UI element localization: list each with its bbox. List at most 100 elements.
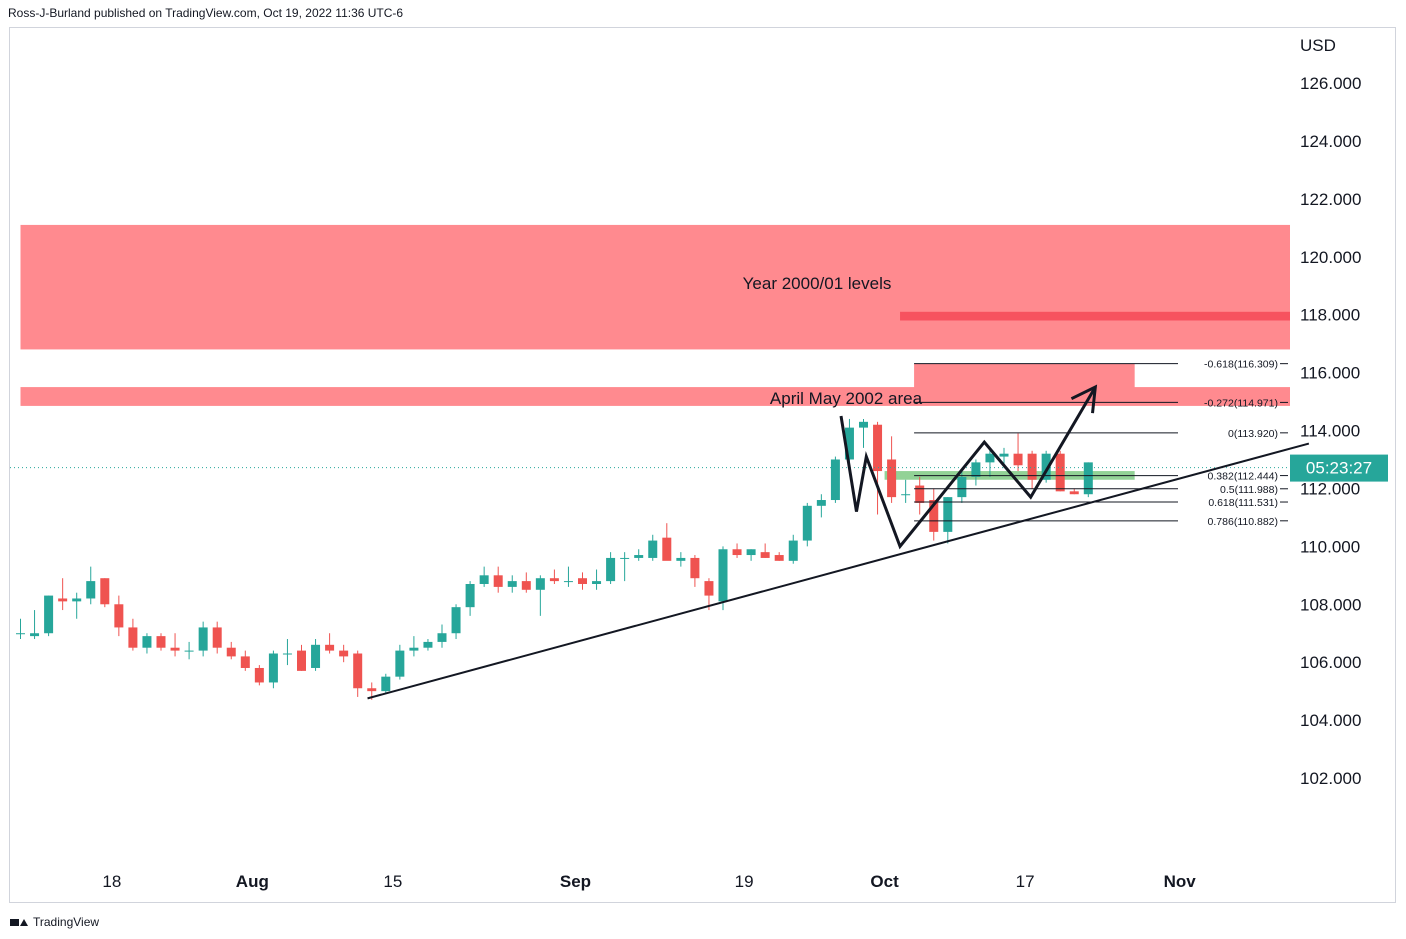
candle[interactable] — [760, 543, 770, 558]
candle[interactable] — [381, 673, 391, 695]
candle[interactable] — [268, 650, 278, 689]
candle[interactable] — [802, 502, 812, 547]
candle-body — [226, 647, 236, 657]
candle[interactable] — [915, 476, 925, 515]
candle[interactable] — [578, 572, 587, 590]
candle[interactable] — [1083, 462, 1093, 498]
candle-body — [479, 575, 489, 584]
candle[interactable] — [662, 523, 672, 561]
candle[interactable] — [184, 641, 194, 660]
candle[interactable] — [648, 534, 658, 561]
candle[interactable] — [943, 497, 953, 544]
fib-level-label: -0.272(114.971) — [1204, 397, 1278, 409]
candle[interactable] — [479, 566, 489, 587]
y-tick-label: 116.000 — [1300, 364, 1360, 383]
candle[interactable] — [676, 552, 686, 567]
zone-1[interactable] — [900, 311, 1290, 321]
candle[interactable] — [128, 618, 138, 651]
candle[interactable] — [859, 418, 868, 448]
candle[interactable] — [873, 421, 883, 515]
candle[interactable] — [774, 552, 784, 561]
candle-body — [676, 557, 686, 561]
candle[interactable] — [634, 549, 644, 561]
candle[interactable] — [1055, 450, 1065, 492]
candle[interactable] — [1027, 450, 1037, 489]
candle[interactable] — [423, 639, 433, 651]
candle[interactable] — [929, 488, 939, 541]
candle[interactable] — [437, 624, 447, 648]
candle[interactable] — [240, 650, 250, 671]
candle[interactable] — [114, 595, 124, 637]
x-tick-label: 18 — [102, 872, 121, 891]
candle[interactable] — [297, 644, 306, 671]
candle-body — [367, 688, 377, 692]
candle[interactable] — [887, 436, 897, 503]
candle[interactable] — [563, 566, 573, 587]
candle[interactable] — [549, 569, 559, 584]
candle[interactable] — [521, 572, 531, 593]
candle[interactable] — [16, 618, 25, 640]
candle[interactable] — [226, 641, 236, 660]
candle[interactable] — [325, 633, 335, 654]
candle[interactable] — [86, 566, 96, 605]
candle[interactable] — [830, 456, 840, 503]
candle-body — [240, 656, 250, 668]
candle[interactable] — [30, 610, 40, 640]
candle-body — [648, 540, 658, 558]
x-tick-label: 19 — [735, 872, 754, 891]
zone-0[interactable] — [20, 224, 1291, 350]
candle[interactable] — [1013, 433, 1023, 472]
candle[interactable] — [198, 621, 208, 657]
candle[interactable] — [606, 552, 616, 584]
candle[interactable] — [311, 639, 321, 671]
candle[interactable] — [690, 555, 700, 587]
candle[interactable] — [1041, 450, 1051, 483]
candle[interactable] — [465, 581, 475, 616]
candle[interactable] — [100, 578, 110, 608]
candle[interactable] — [156, 633, 166, 651]
candle[interactable] — [957, 471, 967, 503]
candle[interactable] — [44, 595, 54, 637]
candle[interactable] — [170, 633, 180, 657]
candle[interactable] — [985, 447, 995, 477]
candle[interactable] — [353, 650, 363, 697]
candle[interactable] — [816, 494, 826, 518]
candle[interactable] — [971, 459, 981, 486]
candle[interactable] — [58, 578, 68, 611]
candle[interactable] — [507, 575, 517, 593]
countdown-badge — [1290, 454, 1388, 482]
candle-body — [339, 650, 349, 657]
zone-3[interactable] — [914, 363, 1135, 403]
candle[interactable] — [704, 578, 714, 611]
candle[interactable] — [451, 604, 461, 640]
candle-body — [788, 540, 798, 561]
candle-body — [816, 500, 826, 506]
support-trendline[interactable] — [367, 442, 1310, 700]
candle[interactable] — [844, 418, 854, 466]
candle-body — [254, 667, 264, 683]
candle[interactable] — [535, 575, 545, 616]
candle[interactable] — [339, 644, 349, 663]
candle[interactable] — [901, 479, 911, 503]
candle-body — [142, 636, 152, 648]
candle-body — [409, 647, 419, 651]
projection-path[interactable] — [839, 386, 1097, 550]
candle[interactable] — [732, 543, 742, 558]
candle[interactable] — [620, 552, 630, 582]
candle[interactable] — [493, 566, 503, 593]
tradingview-footer[interactable]: TradingView — [10, 915, 99, 929]
candle[interactable] — [409, 636, 419, 657]
candle[interactable] — [142, 633, 152, 654]
candle[interactable] — [72, 592, 82, 619]
candle[interactable] — [592, 569, 602, 590]
candle[interactable] — [212, 621, 222, 654]
candle[interactable] — [1069, 488, 1079, 495]
candle[interactable] — [282, 639, 292, 666]
candle[interactable] — [718, 546, 728, 611]
candle[interactable] — [254, 665, 264, 686]
candle[interactable] — [746, 549, 756, 561]
candle-body — [690, 557, 700, 579]
candle[interactable] — [788, 534, 798, 564]
candle[interactable] — [395, 644, 405, 680]
